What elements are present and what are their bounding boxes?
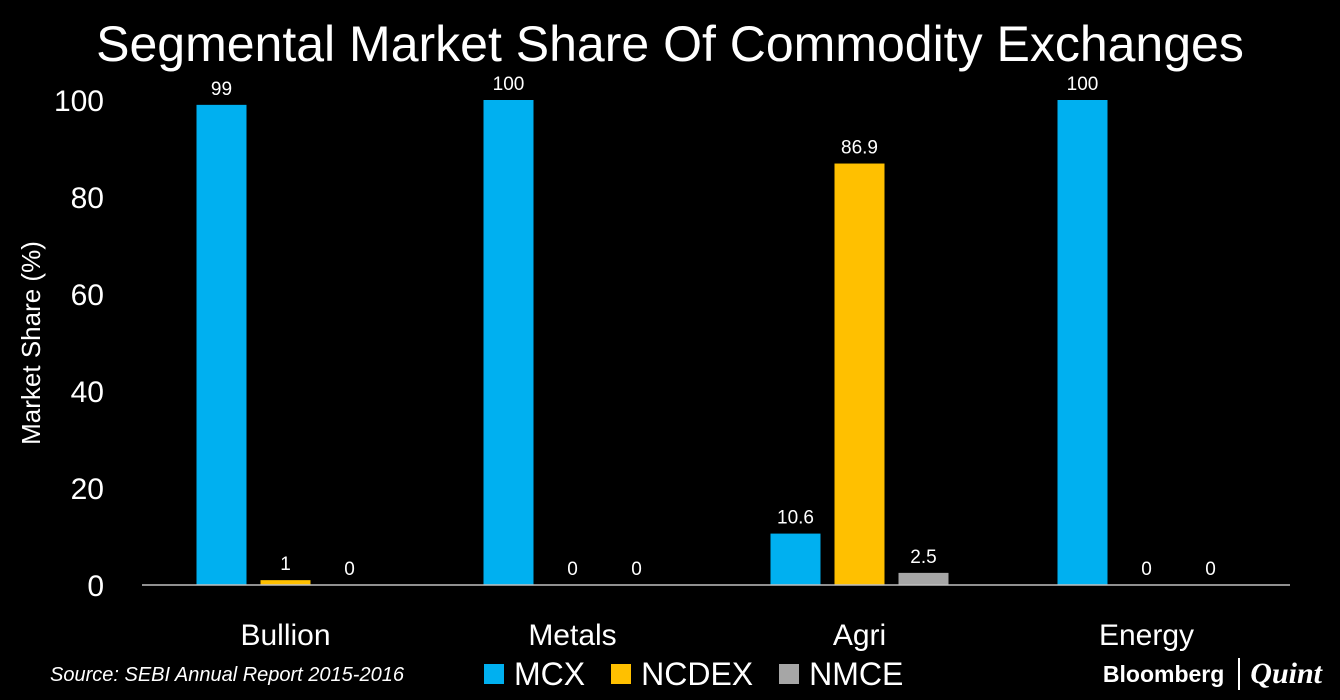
data-label-mcx-metals: 100 <box>493 74 525 95</box>
data-label-nmce-bullion: 0 <box>344 559 355 580</box>
data-label-nmce-energy: 0 <box>1205 559 1216 580</box>
data-label-mcx-agri: 10.6 <box>777 508 814 529</box>
x-tick-label-agri: Agri <box>833 619 886 652</box>
legend-item-nmce: NMCE <box>779 656 903 693</box>
legend-swatch-nmce <box>779 664 800 684</box>
data-label-mcx-bullion: 99 <box>211 79 232 100</box>
bar-ncdex-bullion <box>260 580 311 585</box>
legend-item-mcx: MCX <box>484 656 585 693</box>
legend-label-ncdex: NCDEX <box>641 655 754 692</box>
data-label-nmce-agri: 2.5 <box>910 547 936 568</box>
y-tick-label: 60 <box>71 279 104 312</box>
data-label-ncdex-metals: 0 <box>567 559 578 580</box>
data-label-ncdex-bullion: 1 <box>280 554 291 575</box>
bar-ncdex-agri <box>834 163 885 585</box>
x-tick-label-energy: Energy <box>1099 619 1194 652</box>
y-tick-label: 20 <box>71 473 104 506</box>
legend-item-ncdex: NCDEX <box>611 656 753 693</box>
legend-swatch-mcx <box>484 664 504 684</box>
y-axis-label: Market Share (%) <box>16 241 46 445</box>
bar-mcx-energy <box>1057 100 1108 585</box>
legend-swatch-ncdex <box>611 664 632 684</box>
x-axis-tick-labels: Bullion Metals Agri Energy <box>240 619 1194 652</box>
y-tick-label: 100 <box>54 85 104 118</box>
data-label-nmce-metals: 0 <box>631 559 642 580</box>
y-tick-label: 40 <box>71 376 104 409</box>
brand-logo: Bloomberg Quint <box>1103 656 1322 692</box>
source-note: Source: SEBI Annual Report 2015-2016 <box>50 664 404 686</box>
y-tick-label: 80 <box>71 182 104 215</box>
data-label-mcx-energy: 100 <box>1067 74 1099 95</box>
brand-quint: Quint <box>1250 657 1322 690</box>
bar-nmce-agri <box>898 572 949 585</box>
bar-mcx-agri <box>770 533 821 585</box>
legend-label-nmce: NMCE <box>809 655 904 692</box>
bar-mcx-bullion <box>196 104 247 585</box>
x-tick-label-metals: Metals <box>528 619 616 652</box>
chart-title: Segmental Market Share Of Commodity Exch… <box>96 16 1244 72</box>
data-label-ncdex-agri: 86.9 <box>841 138 878 159</box>
data-label-ncdex-energy: 0 <box>1141 559 1152 580</box>
brand-divider <box>1238 658 1241 690</box>
bars <box>196 100 1108 585</box>
legend-label-mcx: MCX <box>514 655 586 692</box>
bar-mcx-metals <box>483 100 534 585</box>
brand-bloomberg: Bloomberg <box>1102 660 1225 687</box>
bar-data-labels: 99 1 0 100 0 0 10.6 86.9 2.5 100 0 0 <box>211 74 1216 580</box>
y-tick-label: 0 <box>87 570 104 603</box>
x-tick-label-bullion: Bullion <box>240 619 330 652</box>
legend: MCX NCDEX NMCE <box>484 652 929 696</box>
y-axis-ticks: 0 20 40 60 80 100 <box>54 85 104 603</box>
